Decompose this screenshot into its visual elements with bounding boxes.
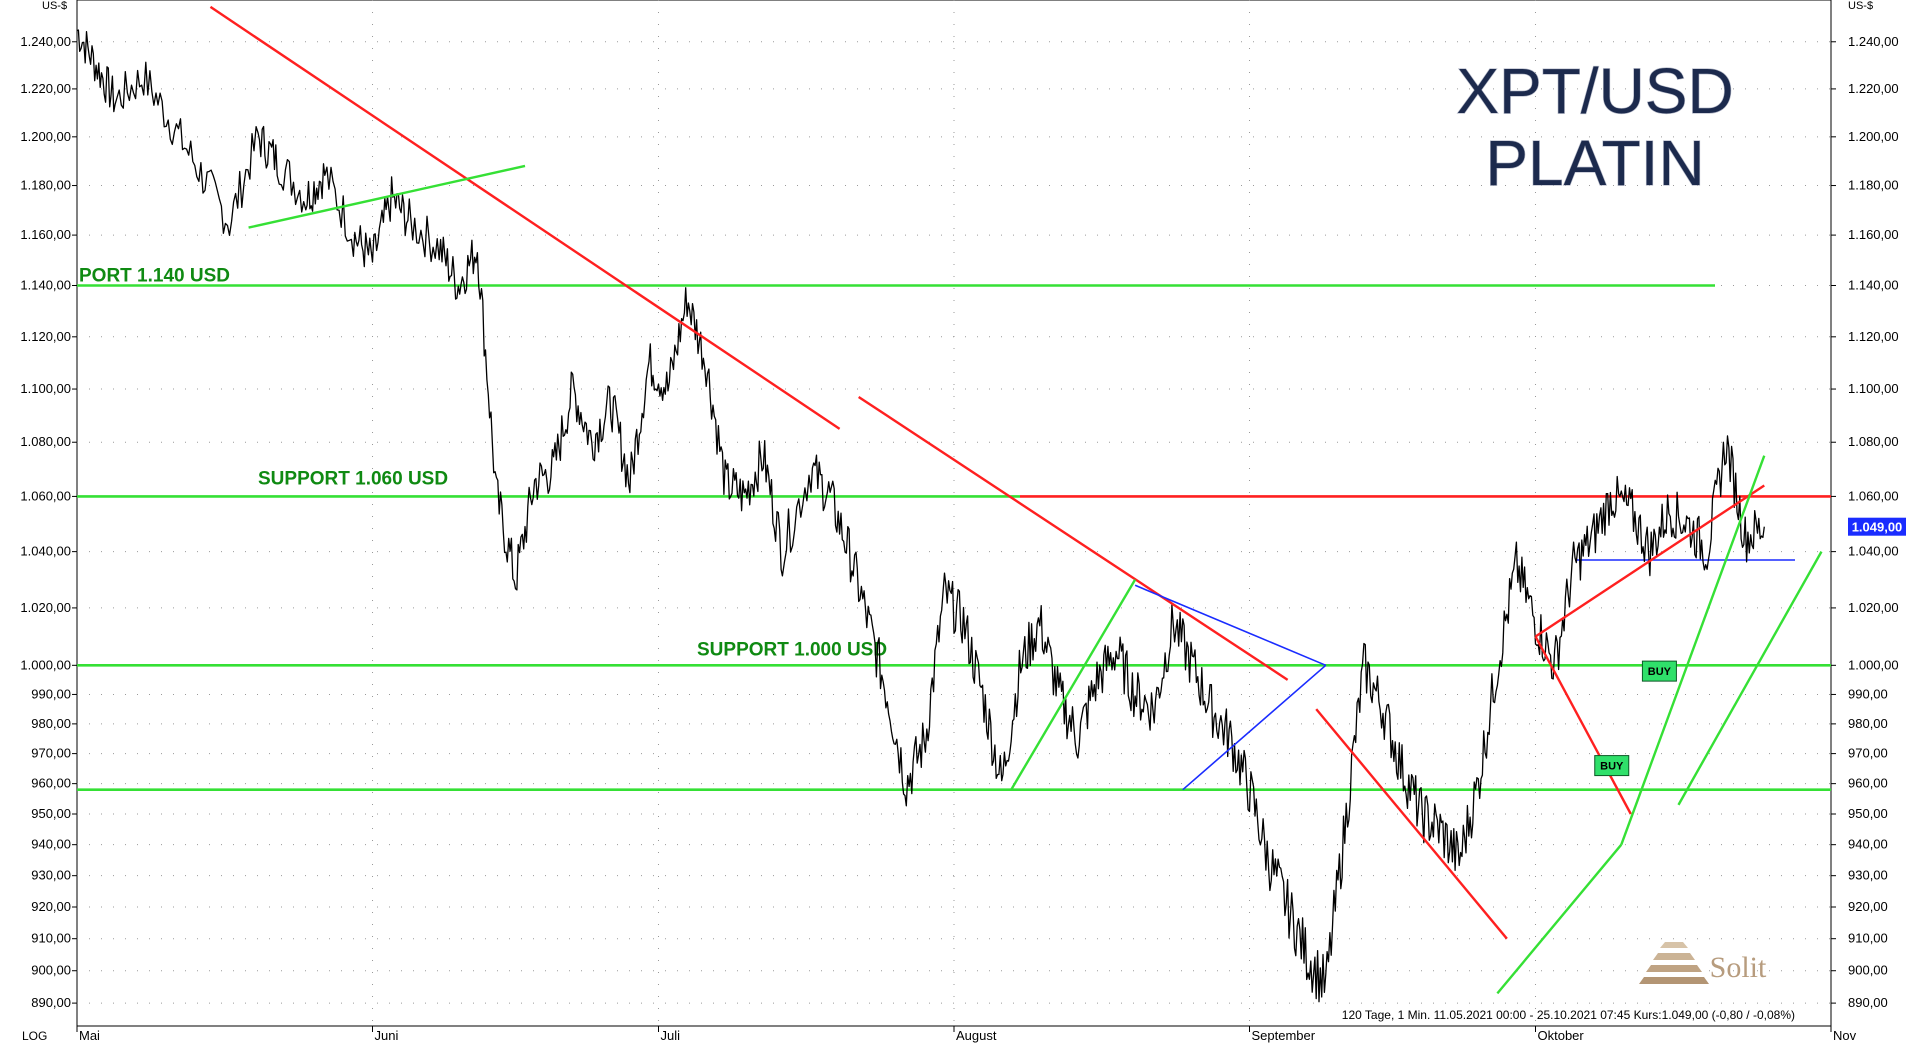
y-tick-label: 1.180,00 [20,178,71,193]
y-tick-label: 960,00 [31,776,71,791]
scale-label: LOG [22,1029,47,1043]
y-tick-label: 970,00 [31,746,71,761]
trend-line [1677,551,1823,806]
pyramid-icon [1639,942,1709,984]
x-tick-label: Juli [660,1028,680,1043]
y-axis-left: 1.240,00 1.220,00 1.200,00 1.180,00 1.160,00… [20,34,77,1010]
trend-line [1534,635,1632,815]
y-tick-label: 920,00 [1848,899,1888,914]
y-tick-label: 980,00 [1848,716,1888,731]
trend-line [1010,579,1137,791]
y-tick-label: 920,00 [31,899,71,914]
y-tick-label: 1.200,00 [20,129,71,144]
level-label: SUPPORT 1.000 USD [697,639,887,660]
trend-line [1534,484,1765,638]
y-tick-label: 940,00 [31,837,71,852]
trend-lines [209,5,1823,995]
last-price-badge-bg [1848,517,1906,536]
last-price-value: 1.049,00 [1852,520,1903,535]
watermark-text: Solit [1710,951,1767,984]
x-tick-label: August [956,1028,997,1043]
y-tick-label: 1.000,00 [20,657,71,672]
x-tick-label: Juni [375,1028,399,1043]
y-tick-label: 1.080,00 [1848,434,1899,449]
trend-line [1315,708,1508,940]
price-line [76,29,1765,1003]
buy-markers: BUY BUY [1594,660,1677,777]
y-tick-label: 1.220,00 [1848,81,1899,96]
y-tick-label: 1.060,00 [1848,488,1899,503]
y-tick-label: 1.020,00 [20,600,71,615]
y-tick-label: 1.160,00 [1848,227,1899,242]
x-tick-label: September [1252,1028,1316,1043]
level-label: PORT 1.140 USD [79,266,230,287]
grid [77,0,1831,1026]
trend-line [858,395,1289,681]
y-unit-label-right: US-$ [1848,0,1873,12]
y-tick-label: 900,00 [1848,963,1888,978]
y-tick-label: 1.220,00 [20,81,71,96]
x-tick-label: Oktober [1537,1028,1584,1043]
y-axis-right: 1.240,00 1.220,00 1.200,00 1.180,00 1.160,00… [1831,34,1899,1010]
price-series [76,29,1765,1003]
y-tick-label: 1.060,00 [20,488,71,503]
y-tick-label: 890,00 [1848,995,1888,1010]
y-tick-label: 1.160,00 [20,227,71,242]
trend-line [248,164,526,229]
chart-footer-info: 120 Tage, 1 Min. 11.05.2021 00:00 - 25.1… [1342,1008,1795,1022]
y-tick-label: 890,00 [31,995,71,1010]
y-tick-label: 900,00 [31,963,71,978]
y-tick-label: 1.100,00 [1848,381,1899,396]
buy-marker [1594,755,1630,777]
trend-line [1620,455,1766,846]
trend-line [209,5,841,430]
y-tick-label: 1.120,00 [1848,329,1899,344]
y-tick-label: 950,00 [31,806,71,821]
x-axis: Mai Juni Juli August September Oktober Nov [76,1026,1857,1043]
x-tick-label: Nov [1833,1028,1857,1043]
solit-logo: Solit [1639,942,1767,984]
y-tick-label: 990,00 [31,686,71,701]
y-tick-label: 910,00 [1848,931,1888,946]
y-tick-label: 1.140,00 [1848,278,1899,293]
last-price-badge: 1.049,00 [1848,517,1906,536]
y-tick-label: 1.080,00 [20,434,71,449]
buy-marker-label: BUY [1648,666,1672,678]
y-tick-label: 1.240,00 [20,34,71,49]
y-tick-label: 1.180,00 [1848,178,1899,193]
y-tick-label: 1.140,00 [20,278,71,293]
chart-title: XPT/USD [1456,55,1733,127]
y-tick-label: 1.020,00 [1848,600,1899,615]
support-resistance-lines: PORT 1.140 USD SUPPORT 1.060 USD SUPPORT 1… [77,266,1831,791]
level-label: SUPPORT 1.060 USD [258,468,448,489]
y-tick-label: 930,00 [1848,868,1888,883]
chart-subtitle: PLATIN [1485,127,1704,199]
y-tick-label: 1.000,00 [1848,657,1899,672]
y-tick-label: 930,00 [31,868,71,883]
y-tick-label: 910,00 [31,931,71,946]
y-tick-label: 940,00 [1848,837,1888,852]
y-tick-label: 970,00 [1848,746,1888,761]
y-tick-label: 1.040,00 [1848,544,1899,559]
y-tick-label: 1.240,00 [1848,34,1899,49]
trend-line [1496,843,1623,995]
trend-line [1182,664,1327,791]
y-unit-label-left: US-$ [42,0,67,12]
trend-line [1134,584,1327,667]
y-tick-label: 1.120,00 [20,329,71,344]
x-tick-label: Mai [79,1028,100,1043]
buy-marker-label: BUY [1600,761,1624,773]
y-tick-label: 1.040,00 [20,544,71,559]
y-tick-label: 990,00 [1848,686,1888,701]
buy-marker [1641,660,1677,682]
plot-area [76,0,1832,1027]
y-tick-label: 1.100,00 [20,381,71,396]
y-tick-label: 1.200,00 [1848,129,1899,144]
y-tick-label: 960,00 [1848,776,1888,791]
y-tick-label: 980,00 [31,716,71,731]
y-tick-label: 950,00 [1848,806,1888,821]
